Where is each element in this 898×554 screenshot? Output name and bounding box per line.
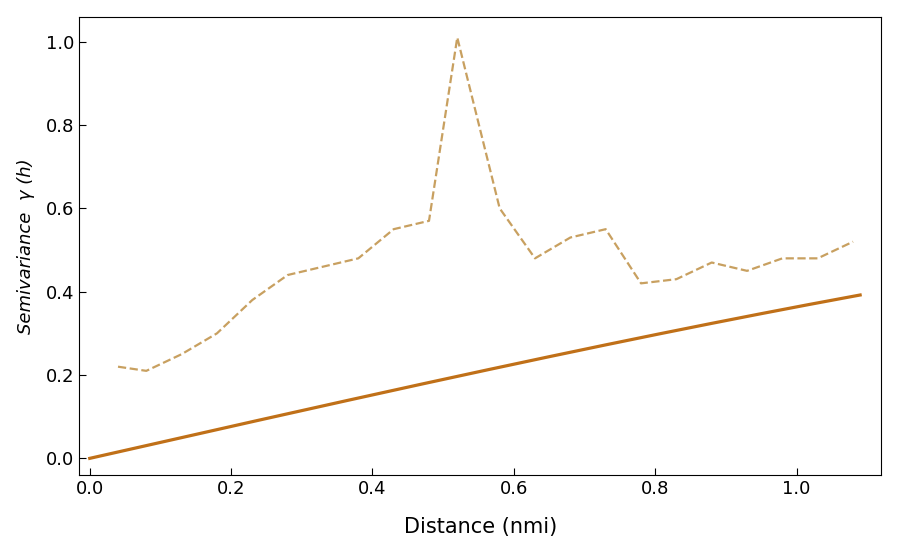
Y-axis label: Semivariance  γ (h): Semivariance γ (h) — [17, 158, 35, 334]
X-axis label: Distance (nmi): Distance (nmi) — [403, 517, 557, 537]
